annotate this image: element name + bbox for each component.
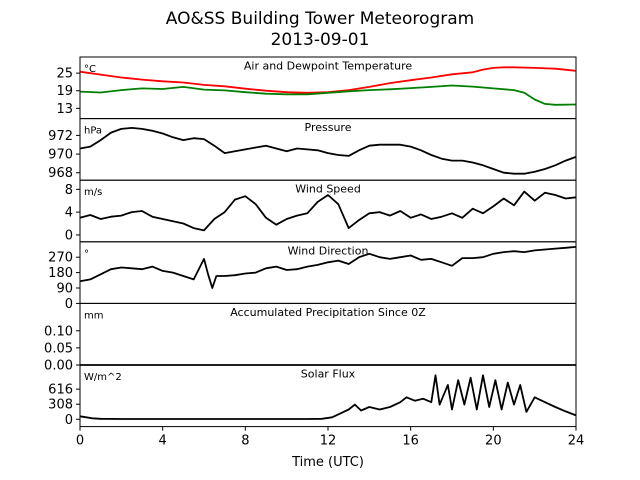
- series-line-pressure-0: [79, 127, 577, 175]
- chart-subtitle: 2013-09-01: [271, 30, 370, 50]
- chart-title: AO&SS Building Tower Meteorogram: [166, 9, 474, 29]
- panel-unit-label: °: [84, 249, 89, 260]
- y-tick-label: 0.00: [44, 359, 73, 374]
- x-tick-label: 8: [241, 434, 249, 449]
- y-tick-label: 0: [65, 413, 73, 428]
- panel-accumulated-precipitation-since-0z: Accumulated Precipitation Since 0Z mm 0.10…: [44, 302, 577, 374]
- panel-unit-label: m/s: [84, 187, 102, 198]
- y-tick-label: 25: [56, 67, 73, 82]
- panels-group: Air and Dewpoint Temperature°C251913Pres…: [44, 56, 577, 428]
- x-tick-label: 0: [76, 434, 84, 449]
- panel-unit-label: W/m^2: [84, 372, 122, 383]
- panel-wind-speed: Wind Speed m/s 8 4 0: [65, 179, 577, 243]
- x-axis: 0 4 8 12 16 20 24: [76, 426, 585, 449]
- panel-pressure: Pressure hPa 972 970 968: [48, 118, 577, 181]
- y-tick-label: 308: [48, 398, 73, 413]
- y-tick-label: 90: [56, 282, 73, 297]
- y-tick-label: 972: [48, 129, 73, 144]
- panel-title: Wind Speed: [295, 183, 361, 196]
- y-tick-label: 8: [65, 183, 73, 198]
- y-tick-label: 180: [48, 266, 73, 281]
- y-tick-label: 968: [48, 166, 73, 181]
- panel-unit-label: mm: [84, 310, 103, 321]
- y-tick-label: 0: [65, 297, 73, 312]
- series-line-wind-direction-0: [79, 246, 577, 289]
- panel-title: Solar Flux: [301, 368, 356, 381]
- panel-title: Accumulated Precipitation Since 0Z: [230, 306, 426, 319]
- x-tick-label: 4: [159, 434, 167, 449]
- x-tick-label: 20: [485, 434, 502, 449]
- x-tick-label: 16: [402, 434, 419, 449]
- y-tick-label: 270: [48, 251, 73, 266]
- x-tick-label: 24: [568, 434, 585, 449]
- y-tick-label: 0.10: [44, 324, 73, 339]
- y-tick-label: 616: [48, 383, 73, 398]
- y-tick-label: 0.05: [44, 341, 73, 356]
- y-tick-label: 0: [65, 228, 73, 243]
- series-line-wind-speed-0: [79, 190, 577, 232]
- panel-air-and-dewpoint-temperature: Air and Dewpoint Temperature °C 25 19 13: [56, 56, 577, 120]
- y-tick-label: 13: [56, 102, 73, 117]
- y-tick-label: 4: [65, 206, 73, 221]
- panel-title: Wind Direction: [288, 244, 369, 257]
- y-tick-label: 970: [48, 148, 73, 163]
- x-tick-label: 12: [320, 434, 337, 449]
- panel-unit-label: °C: [84, 64, 96, 75]
- series-line-air-and-dewpoint-temperature-0: [79, 66, 577, 94]
- series-line-solar-flux-0: [79, 374, 577, 420]
- panel-unit-label: hPa: [84, 126, 102, 137]
- y-tick-label: 19: [56, 84, 73, 99]
- panel-title: Pressure: [305, 121, 352, 134]
- panel-title: Air and Dewpoint Temperature: [244, 60, 412, 73]
- x-axis-label: Time (UTC): [291, 455, 364, 470]
- series-line-air-and-dewpoint-temperature-1: [79, 84, 577, 106]
